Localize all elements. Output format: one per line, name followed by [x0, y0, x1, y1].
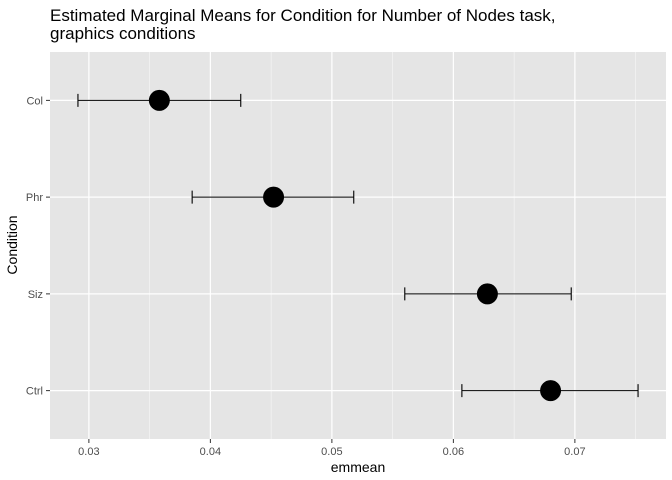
point-ctrl — [540, 380, 562, 402]
x-axis-ticks: 0.03 0.04 0.05 0.06 0.07 — [78, 439, 586, 458]
chart-title-line-1: Estimated Marginal Means for Condition f… — [50, 6, 556, 25]
x-axis-title: emmean — [331, 459, 385, 475]
plot-panel — [50, 52, 666, 439]
y-tick-label-siz: Siz — [28, 289, 43, 301]
x-tick-label: 0.07 — [564, 446, 585, 458]
point-siz — [476, 283, 498, 305]
x-tick-label: 0.03 — [78, 446, 99, 458]
x-tick-label: 0.05 — [321, 446, 342, 458]
point-phr — [263, 186, 285, 208]
y-axis-title: Condition — [4, 215, 20, 274]
data-points — [148, 89, 562, 402]
x-tick-label: 0.06 — [443, 446, 464, 458]
y-tick-label-col: Col — [26, 95, 43, 107]
y-tick-label-ctrl: Ctrl — [26, 386, 43, 398]
chart-title-line-2: graphics conditions — [50, 24, 196, 43]
x-tick-label: 0.04 — [200, 446, 221, 458]
y-axis-ticks: Col Phr Siz Ctrl — [26, 95, 50, 398]
point-col — [148, 89, 170, 111]
y-tick-label-phr: Phr — [26, 192, 43, 204]
